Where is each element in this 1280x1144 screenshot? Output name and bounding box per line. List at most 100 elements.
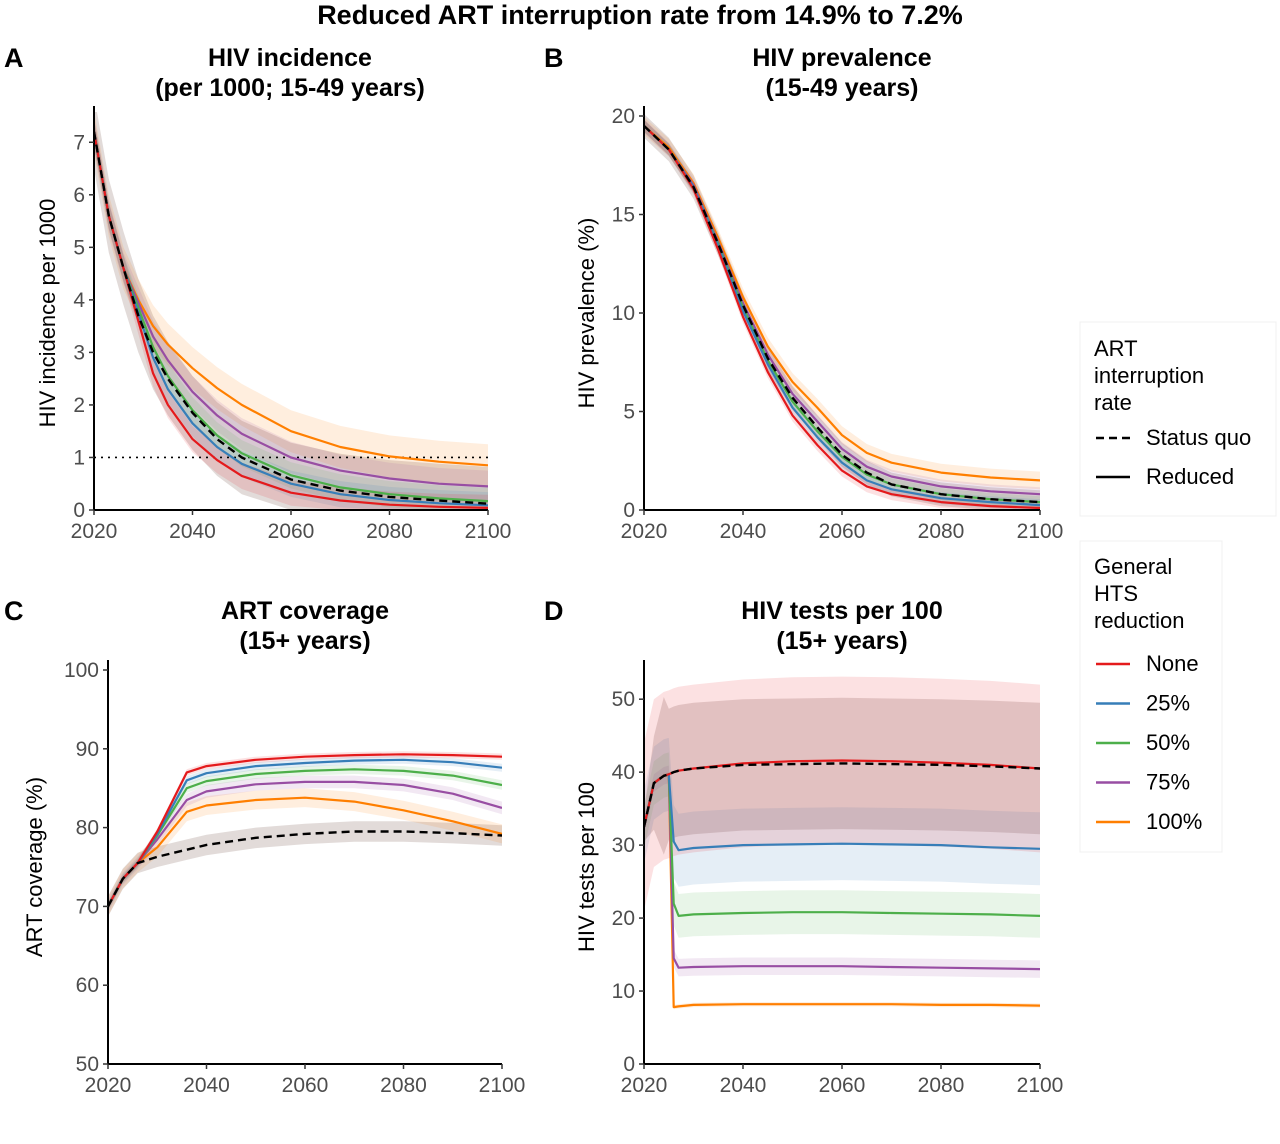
band-50pct bbox=[644, 752, 1040, 938]
x-tick-label: 2100 bbox=[465, 520, 512, 543]
x-tick-label: 2060 bbox=[819, 1074, 866, 1097]
band-status-quo bbox=[644, 697, 1040, 855]
x-tick-label: 2080 bbox=[918, 520, 965, 543]
y-tick-label: 10 bbox=[612, 980, 635, 1003]
y-tick-label: 6 bbox=[73, 184, 85, 207]
y-tick-label: 20 bbox=[612, 105, 635, 128]
x-tick-label: 2020 bbox=[621, 520, 668, 543]
plot-area bbox=[644, 114, 1040, 510]
y-tick-label: 0 bbox=[623, 499, 635, 522]
legend-item-label: Reduced bbox=[1146, 464, 1234, 489]
x-tick-label: 2080 bbox=[366, 520, 413, 543]
y-axis-label: ART coverage (%) bbox=[22, 777, 47, 957]
panel-b: B HIV prevalence(15-49 years) HIV prevalen… bbox=[544, 43, 1063, 543]
band-75pct bbox=[94, 116, 488, 503]
panel-title-line: (15+ years) bbox=[776, 627, 907, 655]
y-tick-label: 50 bbox=[76, 1053, 99, 1076]
legend-title-line: reduction bbox=[1094, 608, 1185, 633]
y-tick-label: 5 bbox=[623, 401, 635, 424]
legend-title-line: General bbox=[1094, 554, 1172, 579]
x-tick-label: 2020 bbox=[85, 1074, 132, 1097]
y-axis-label: HIV prevalence (%) bbox=[574, 218, 599, 409]
legend-title-line: HTS bbox=[1094, 581, 1138, 606]
y-tick-label: 4 bbox=[73, 289, 85, 312]
panel-c: C ART coverage(15+ years) ART coverage (%)… bbox=[4, 596, 525, 1097]
panel-letter: C bbox=[4, 596, 24, 626]
legend-item-label: 25% bbox=[1146, 691, 1190, 716]
x-tick-label: 2040 bbox=[169, 520, 216, 543]
legend-item-label: 100% bbox=[1146, 809, 1202, 834]
panel-letter: A bbox=[4, 43, 24, 73]
x-tick-label: 2040 bbox=[720, 1074, 767, 1097]
plot-area bbox=[94, 112, 488, 510]
legend-item-label: 75% bbox=[1146, 770, 1190, 795]
y-tick-label: 80 bbox=[76, 817, 99, 840]
panel-title-line: (per 1000; 15-49 years) bbox=[155, 74, 425, 102]
y-tick-label: 0 bbox=[73, 499, 85, 522]
band-75pct bbox=[644, 119, 1040, 502]
band-50pct bbox=[108, 764, 502, 912]
legend-title-line: rate bbox=[1094, 390, 1132, 415]
series-line-status-quo bbox=[94, 131, 488, 505]
x-tick-label: 2080 bbox=[380, 1074, 427, 1097]
legend-item-label: Status quo bbox=[1146, 425, 1251, 450]
y-tick-label: 2 bbox=[73, 394, 85, 417]
x-tick-label: 2060 bbox=[819, 520, 866, 543]
series-line-status-quo bbox=[108, 830, 502, 907]
y-tick-label: 20 bbox=[612, 907, 635, 930]
plot-area bbox=[644, 676, 1040, 1010]
panel-d: D HIV tests per 100(15+ years)HIV tests p… bbox=[544, 596, 1063, 1097]
panel-title-line: ART coverage bbox=[221, 597, 389, 625]
panel-title-line: (15-49 years) bbox=[766, 74, 919, 102]
panels: A HIV incidence(per 1000; 15-49 years) HIV… bbox=[4, 43, 1063, 1097]
y-axis-label: HIV tests per 100 bbox=[574, 782, 599, 952]
y-tick-label: 40 bbox=[612, 761, 635, 784]
panel-title-line: HIV prevalence bbox=[752, 44, 931, 72]
x-tick-label: 2100 bbox=[479, 1074, 526, 1097]
x-tick-label: 2040 bbox=[720, 520, 767, 543]
x-tick-label: 2100 bbox=[1017, 520, 1064, 543]
panel-title-line: HIV incidence bbox=[208, 44, 372, 72]
legend-item-label: 50% bbox=[1146, 730, 1190, 755]
legend-title-line: interruption bbox=[1094, 363, 1204, 388]
panel-letter: B bbox=[544, 43, 564, 73]
x-tick-label: 2020 bbox=[71, 520, 118, 543]
plot-area bbox=[108, 751, 502, 917]
y-tick-label: 70 bbox=[76, 895, 99, 918]
y-axis-label: HIV incidence per 1000 bbox=[35, 199, 60, 428]
y-tick-label: 3 bbox=[73, 341, 85, 364]
panel-title-line: HIV tests per 100 bbox=[741, 597, 943, 625]
y-tick-label: 5 bbox=[73, 236, 85, 259]
y-tick-label: 60 bbox=[76, 974, 99, 997]
figure-title: Reduced ART interruption rate from 14.9%… bbox=[317, 0, 963, 30]
y-tick-label: 90 bbox=[76, 738, 99, 761]
legend-item-label: None bbox=[1146, 651, 1199, 676]
panel-title-line: (15+ years) bbox=[239, 627, 370, 655]
panel-letter: D bbox=[544, 596, 564, 626]
y-tick-label: 30 bbox=[612, 834, 635, 857]
x-tick-label: 2060 bbox=[282, 1074, 329, 1097]
series-line-status-quo bbox=[644, 762, 1040, 828]
y-tick-label: 7 bbox=[73, 131, 85, 154]
legend-title-line: ART bbox=[1094, 336, 1138, 361]
x-tick-label: 2040 bbox=[183, 1074, 230, 1097]
y-tick-label: 0 bbox=[623, 1053, 635, 1076]
series-line-status-quo bbox=[644, 125, 1040, 504]
x-tick-label: 2060 bbox=[268, 520, 315, 543]
y-tick-label: 100 bbox=[64, 659, 99, 682]
band-None bbox=[644, 676, 1040, 911]
y-tick-label: 15 bbox=[612, 204, 635, 227]
band-100pct bbox=[94, 112, 488, 487]
y-tick-label: 1 bbox=[73, 446, 85, 469]
y-tick-label: 50 bbox=[612, 688, 635, 711]
series-line-None bbox=[108, 753, 502, 907]
y-tick-label: 10 bbox=[612, 302, 635, 325]
panel-a: A HIV incidence(per 1000; 15-49 years) HIV… bbox=[4, 43, 511, 543]
x-tick-label: 2020 bbox=[621, 1074, 668, 1097]
x-tick-label: 2080 bbox=[918, 1074, 965, 1097]
band-25pct bbox=[644, 737, 1040, 887]
